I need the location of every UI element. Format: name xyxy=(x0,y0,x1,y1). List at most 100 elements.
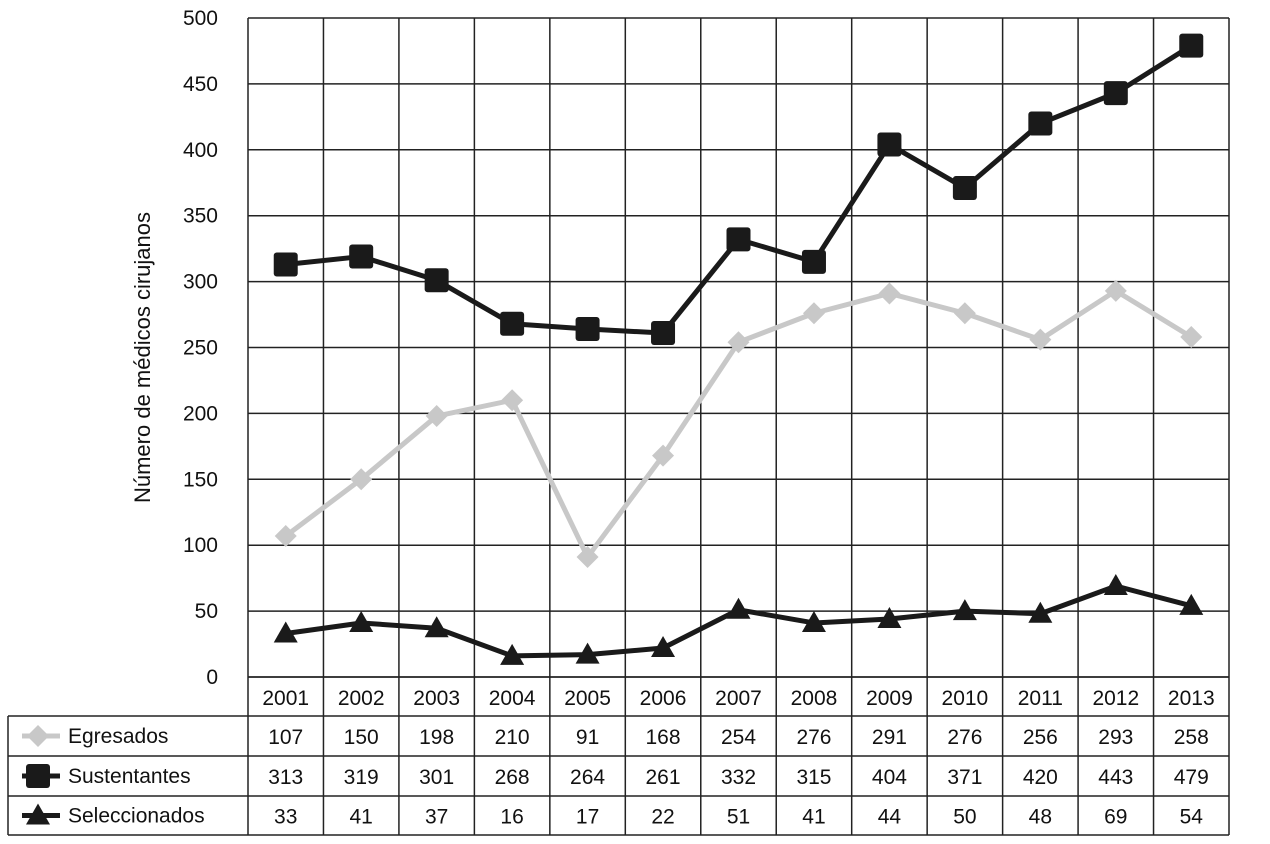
data-label: 315 xyxy=(796,766,831,789)
series-egresados xyxy=(274,279,1203,569)
data-point xyxy=(575,642,600,664)
data-point xyxy=(1028,111,1053,136)
data-label: 33 xyxy=(274,806,297,829)
data-label: 50 xyxy=(953,806,976,829)
data-point xyxy=(1104,279,1127,302)
data-point xyxy=(575,317,600,342)
y-tick-label: 500 xyxy=(183,7,218,30)
x-tick-label: 2009 xyxy=(866,687,913,710)
x-tick-label: 2005 xyxy=(564,687,611,710)
data-point xyxy=(349,244,374,269)
data-label: 198 xyxy=(419,726,454,749)
data-point xyxy=(1179,33,1204,58)
data-label: 276 xyxy=(947,726,982,749)
data-point xyxy=(952,176,977,201)
data-label: 91 xyxy=(576,726,599,749)
x-tick-label: 2013 xyxy=(1168,687,1215,710)
series-sustentantes xyxy=(273,33,1204,346)
x-tick-label: 2004 xyxy=(489,687,536,710)
data-point xyxy=(349,610,374,632)
legend-marker xyxy=(27,725,49,747)
x-tick-label: 2008 xyxy=(791,687,838,710)
x-tick-label: 2006 xyxy=(640,687,687,710)
data-label: 44 xyxy=(878,806,902,829)
data-label: 256 xyxy=(1023,726,1058,749)
y-tick-label: 200 xyxy=(183,402,218,425)
series-line xyxy=(285,43,1193,336)
data-point xyxy=(274,524,297,547)
x-tick-label: 2012 xyxy=(1092,687,1139,710)
data-point xyxy=(801,610,826,632)
y-tick-label: 350 xyxy=(183,205,218,228)
data-label: 107 xyxy=(268,726,303,749)
y-tick-label: 250 xyxy=(183,337,218,360)
data-point xyxy=(651,321,676,346)
data-label: 54 xyxy=(1180,806,1204,829)
data-point xyxy=(651,636,676,658)
legend-label: Seleccionados xyxy=(68,805,205,828)
data-point xyxy=(1103,574,1128,596)
data-point xyxy=(1029,328,1052,351)
data-label: 41 xyxy=(350,806,373,829)
data-point xyxy=(727,331,750,354)
data-label: 301 xyxy=(419,766,454,789)
series-line xyxy=(284,288,1193,560)
data-point xyxy=(424,616,449,638)
data-point xyxy=(425,405,448,428)
data-label: 69 xyxy=(1104,806,1127,829)
y-axis-ticks: 0 50 100 150 200 250 300 350 400 450 500 xyxy=(183,7,218,689)
grid xyxy=(247,17,1230,835)
data-label: 48 xyxy=(1029,806,1052,829)
data-label: 22 xyxy=(651,806,674,829)
y-tick-label: 50 xyxy=(195,600,218,623)
data-label: 313 xyxy=(268,766,303,789)
data-point xyxy=(952,599,977,621)
data-label: 443 xyxy=(1098,766,1133,789)
data-point xyxy=(1103,81,1128,106)
data-label: 210 xyxy=(495,726,530,749)
data-label: 41 xyxy=(802,806,825,829)
data-label: 16 xyxy=(500,806,523,829)
legend-sustentantes: Sustentantes xyxy=(22,764,191,788)
data-label: 168 xyxy=(646,726,681,749)
y-tick-label: 100 xyxy=(183,534,218,557)
data-label: 332 xyxy=(721,766,756,789)
data-point xyxy=(273,621,298,643)
y-tick-label: 0 xyxy=(206,666,218,689)
legend-marker xyxy=(26,764,50,788)
data-label: 291 xyxy=(872,726,907,749)
data-label: 276 xyxy=(796,726,831,749)
data-label: 258 xyxy=(1174,726,1209,749)
legend-egresados: Egresados xyxy=(22,725,168,748)
data-label: 51 xyxy=(727,806,750,829)
data-point xyxy=(652,444,675,467)
data-point xyxy=(424,268,449,293)
legend-label: Sustentantes xyxy=(68,765,191,788)
data-point xyxy=(801,249,826,274)
data-point xyxy=(1028,601,1053,623)
data-point xyxy=(1180,325,1203,348)
x-tick-label: 2001 xyxy=(262,687,309,710)
data-point xyxy=(501,389,524,412)
data-label: 268 xyxy=(495,766,530,789)
y-tick-label: 150 xyxy=(183,468,218,491)
data-label: 293 xyxy=(1098,726,1133,749)
legend-marker xyxy=(26,803,50,825)
x-tick-label: 2010 xyxy=(942,687,989,710)
series-line xyxy=(285,583,1192,659)
data-label: 17 xyxy=(576,806,599,829)
data-point xyxy=(273,252,298,277)
y-axis-label: Número de médicos cirujanos xyxy=(130,212,155,503)
y-tick-label: 300 xyxy=(183,271,218,294)
data-label: 254 xyxy=(721,726,756,749)
data-label: 404 xyxy=(872,766,907,789)
data-label: 150 xyxy=(344,726,379,749)
x-tick-label: 2011 xyxy=(1018,687,1063,710)
data-label: 261 xyxy=(646,766,681,789)
data-point xyxy=(500,311,525,336)
data-point xyxy=(802,302,825,325)
data-point xyxy=(726,227,751,252)
data-point xyxy=(500,643,525,665)
data-label: 371 xyxy=(947,766,982,789)
